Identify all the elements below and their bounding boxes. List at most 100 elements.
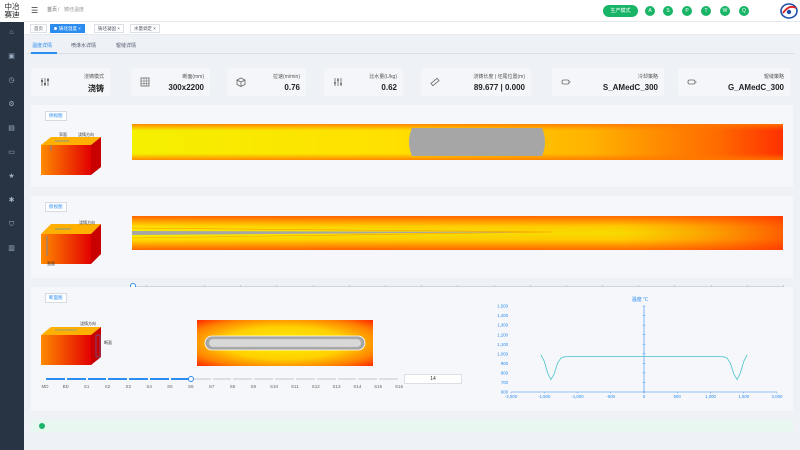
x-tick-label: 1,000 [705, 394, 716, 399]
breadcrumb-home[interactable]: 首页 [47, 7, 58, 13]
tick-mark [710, 285, 712, 288]
y-tick-label: 1,000 [497, 351, 508, 356]
tag-home[interactable]: 首页 [30, 24, 47, 33]
home-icon[interactable]: ⌂ [9, 29, 14, 36]
section-position-input[interactable]: 14 [404, 374, 462, 384]
status-q-icon[interactable]: Q [739, 6, 749, 16]
tab-spray-water-detail[interactable]: 喷淋水详情 [71, 43, 97, 49]
card-value: 浇铸 [88, 84, 104, 93]
status-strip [31, 420, 793, 432]
section-slider-segment[interactable] [254, 378, 274, 380]
tab-temperature-detail[interactable]: 温度详情 [32, 43, 53, 49]
section-view-title: 断面图 [45, 293, 67, 303]
section-slider-segment[interactable] [150, 378, 169, 380]
sliders-icon [41, 78, 49, 86]
tag-slab-temperature-label: 铸坯温度 [59, 26, 77, 31]
section-slider-segment[interactable] [337, 378, 357, 380]
tick-mark [638, 285, 640, 288]
section-slider-segment[interactable] [87, 378, 107, 380]
info-card: 浇铸模式 浇铸 [31, 68, 110, 96]
card-label: 断面(mm) [182, 74, 204, 80]
status-t-icon[interactable]: T [701, 6, 711, 16]
breadcrumb-separator: / [58, 7, 60, 13]
section-slider-segment[interactable] [129, 378, 149, 380]
tag-home-label: 首页 [34, 26, 43, 31]
ruler-icon [430, 77, 440, 87]
monitor-icon[interactable]: ▣ [8, 53, 15, 60]
section-slider-segment[interactable] [191, 378, 211, 380]
section-slider-segment[interactable] [46, 378, 65, 380]
section-slider-segment[interactable] [66, 378, 86, 380]
x-tick-label: 500 [674, 394, 682, 399]
star-icon[interactable]: ★ [8, 173, 15, 180]
info-card: 浇铸长度 | 坯尾位置(m) 89.677 | 0.000 [421, 68, 531, 96]
section-slider-segment[interactable] [379, 378, 398, 380]
tag-solidification[interactable]: 铸坯凝固 × [94, 24, 124, 33]
side-view-direction-label: 浇铸方向 [78, 132, 94, 137]
section-slider-handle[interactable] [187, 376, 194, 382]
tag-water-setting[interactable]: 水量调定 × [130, 24, 160, 33]
section-slider-segment[interactable] [295, 378, 315, 380]
status-s-icon[interactable]: S [663, 6, 673, 16]
section-slider-segment[interactable] [108, 378, 128, 380]
section-slider-segment[interactable] [212, 378, 232, 380]
card-value: 300x2200 [168, 83, 204, 92]
chart-icon[interactable]: ▤ [8, 125, 15, 132]
main-content: 温度详情 喷淋水详情 辊缝详情 浇铸模式 浇铸 断面(mm) 300x2200 拉速(m… [27, 38, 795, 442]
status-ok-icon [39, 423, 45, 429]
section-slider-segment[interactable] [233, 378, 253, 380]
top-view-title: 俯视图 [45, 202, 67, 212]
side-view-surface-label: 窄面 [59, 132, 67, 137]
tick-mark [204, 285, 205, 288]
tick-mark [421, 285, 423, 288]
tick-mark [674, 285, 676, 288]
tag-slab-temperature[interactable]: 铸坯温度 × [50, 24, 85, 33]
top-header: ☰ 首页 / 铸坯温度 生产模式 A S P T W Q [24, 0, 800, 22]
breadcrumb-current: 铸坯温度 [64, 7, 85, 13]
y-tick-label: 900 [501, 361, 509, 366]
tick-mark [146, 285, 147, 288]
company-logo: 中冶 赛迪 [0, 0, 24, 22]
card-value: 89.677 | 0.000 [473, 83, 525, 92]
settings-icon[interactable]: ⚙ [8, 101, 15, 108]
card-value: 0.76 [284, 83, 300, 92]
section-view-slab-icon [41, 327, 101, 365]
shield-icon[interactable]: ⛉ [8, 221, 15, 228]
side-view-temperature-strip [132, 124, 783, 160]
section-slider-segment[interactable] [358, 378, 378, 380]
tick-label: BD [62, 384, 69, 389]
tick-label: S4 [146, 384, 152, 389]
top-view-slab-icon [41, 224, 101, 264]
menu-toggle-icon[interactable]: ☰ [31, 6, 39, 15]
status-p-icon[interactable]: P [682, 6, 692, 16]
grid-icon [140, 77, 150, 87]
status-w-icon[interactable]: W [720, 6, 730, 16]
screen-icon[interactable]: ▭ [8, 149, 15, 156]
section-slider-segment[interactable] [275, 378, 294, 380]
toolbox-icon[interactable]: ▥ [8, 245, 15, 252]
temperature-line-chart: 温度 ℃ 600 700 800 900 1,000 1,100 1,200 1,300 1,40… [497, 296, 783, 399]
section-view-panel: 断面图 浇铸方向 断面 14 MD BD S1 S2 S3 S4 S [31, 287, 793, 411]
card-value: G_AMedC_300 [727, 83, 784, 92]
section-slider-segment[interactable] [170, 378, 190, 380]
tag-bar: 首页 铸坯温度 × 铸坯凝固 × 水量调定 × [24, 22, 800, 35]
tick-mark [457, 285, 459, 288]
info-card: 冷却策略 S_AMedC_300 [552, 68, 664, 96]
section-view-surface-label: 断面 [104, 340, 112, 345]
tick-label: S7 [208, 384, 215, 389]
tick-mark [312, 285, 314, 288]
gear-icon[interactable]: ✱ [8, 197, 15, 204]
tick-mark [529, 285, 531, 288]
tab-roll-gap-detail[interactable]: 辊缝详情 [116, 43, 137, 49]
tick-label: S1 [83, 384, 90, 389]
clock-icon[interactable]: ◷ [8, 77, 15, 84]
tick-mark [565, 285, 567, 288]
info-card: 断面(mm) 300x2200 [131, 68, 210, 96]
status-a-icon[interactable]: A [645, 6, 655, 16]
info-card: 拉速(m/min) 0.76 [227, 68, 306, 96]
production-mode-button[interactable]: 生产模式 [603, 5, 638, 17]
section-slider-segment[interactable] [316, 378, 336, 380]
tick-mark [602, 285, 604, 288]
tick-label: S12 [311, 384, 320, 389]
card-label: 浇铸长度 | 坯尾位置(m) [473, 74, 525, 80]
